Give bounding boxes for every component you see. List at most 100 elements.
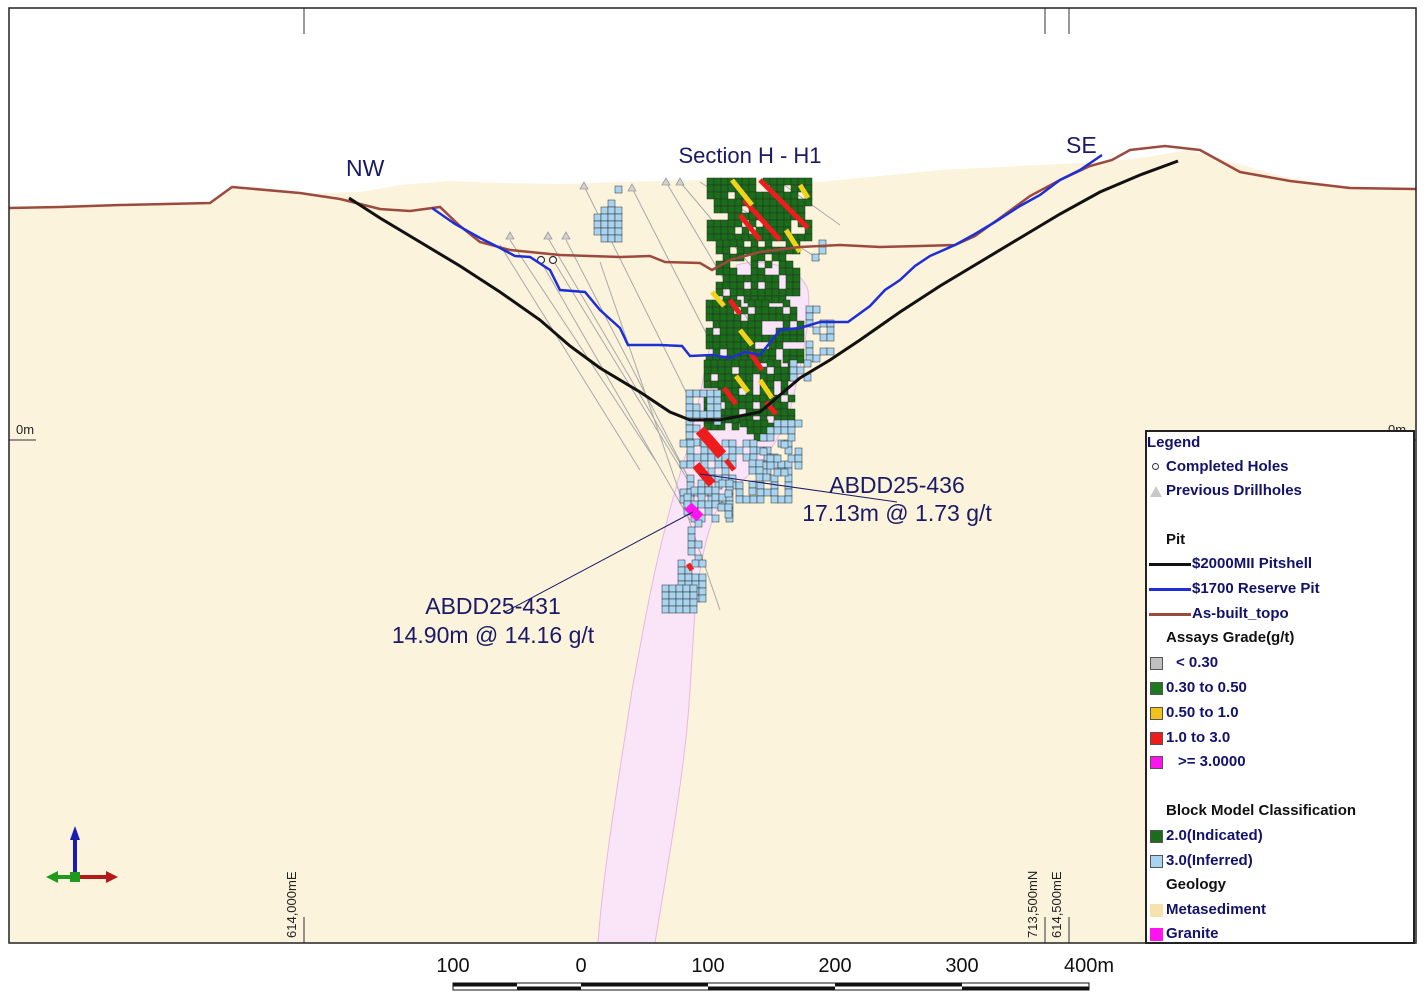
block-cell	[722, 239, 731, 248]
block-cell	[785, 288, 794, 297]
block-cell	[748, 184, 757, 193]
block-cell	[736, 246, 745, 255]
block-cell	[720, 219, 729, 228]
block-cell	[614, 213, 623, 222]
block-cell	[750, 288, 759, 297]
block-cell	[805, 347, 814, 356]
block-cell	[720, 177, 729, 186]
legend-grade-4-label: 1.0 to 3.0	[1166, 729, 1231, 746]
block-cell	[754, 327, 763, 336]
block-cell	[761, 299, 770, 308]
block-cell	[698, 573, 707, 582]
block-cell	[785, 260, 794, 269]
legend-pit-heading: Pit	[1166, 531, 1186, 548]
section-title: Section H - H1	[678, 143, 821, 168]
block-cell	[755, 198, 764, 207]
block-cell	[703, 380, 712, 389]
block-cell	[776, 226, 785, 235]
block-cell	[697, 493, 706, 502]
block-cell	[706, 403, 715, 412]
metasediment-swatch	[1150, 904, 1163, 917]
block-cell	[724, 359, 733, 368]
block-cell	[750, 281, 759, 290]
block-cell	[762, 473, 771, 482]
block-cell	[661, 605, 670, 614]
block-cell	[760, 419, 769, 428]
block-cell	[775, 313, 784, 322]
block-cell	[706, 184, 715, 193]
block-cell	[675, 584, 684, 593]
block-cell	[698, 594, 707, 603]
block-cell	[754, 313, 763, 322]
block-cell	[736, 239, 745, 248]
block-cell	[720, 205, 729, 214]
block-cell	[683, 493, 692, 502]
elevation-label-left: 0m	[16, 422, 34, 437]
block-cell	[812, 305, 821, 314]
legend-asbuilt-label: As-built_topo	[1192, 605, 1289, 622]
block-cell	[735, 446, 744, 455]
block-cell	[769, 198, 778, 207]
block-cell	[722, 267, 731, 276]
grade-1-swatch	[1150, 657, 1163, 670]
block-cell	[750, 267, 759, 276]
block-cell	[784, 446, 793, 455]
block-cell	[686, 446, 695, 455]
block-cell	[705, 306, 714, 315]
block-cell	[706, 219, 715, 228]
block-cell	[787, 433, 796, 442]
block-cell	[698, 587, 707, 596]
assay-intervals	[684, 178, 811, 572]
block-cell	[783, 212, 792, 221]
legend-grade-1-label: < 0.30	[1176, 654, 1219, 671]
legend-indicated: 2.0(Indicated)	[1147, 825, 1407, 847]
block-cell	[711, 493, 720, 502]
block-cell	[712, 341, 721, 350]
block-cell	[682, 598, 691, 607]
block-cell	[771, 253, 780, 262]
block-cell	[757, 267, 766, 276]
block-cell	[743, 246, 752, 255]
block-cell	[687, 540, 696, 549]
block-cell	[692, 424, 701, 433]
block-cell	[826, 347, 835, 356]
legend-reserve-pit-label: $1700 Reserve Pit	[1192, 580, 1320, 597]
block-cell	[792, 288, 801, 297]
block-cell	[736, 281, 745, 290]
block-cell	[784, 481, 793, 490]
block-cell	[755, 191, 764, 200]
block-cell	[748, 191, 757, 200]
block-cell	[741, 177, 750, 186]
block-cell	[743, 288, 752, 297]
block-cell	[773, 359, 782, 368]
block-cell	[789, 366, 798, 375]
block-cell	[693, 453, 702, 462]
block-cell	[705, 341, 714, 350]
block-cell	[769, 212, 778, 221]
block-cell	[687, 533, 696, 542]
block-cell	[796, 366, 805, 375]
block-cell	[805, 340, 814, 349]
block-cell	[706, 177, 715, 186]
block-cell	[777, 495, 786, 504]
block-cell	[780, 440, 789, 449]
block-cell	[778, 295, 787, 304]
block-cell	[729, 267, 738, 276]
block-cell	[764, 260, 773, 269]
block-cell	[614, 220, 623, 229]
block-cell	[773, 468, 782, 477]
block-cell	[734, 219, 743, 228]
block-cell	[776, 219, 785, 228]
block-cell	[706, 233, 715, 242]
block-cell	[687, 547, 696, 556]
block-cell	[796, 348, 805, 357]
map-content	[8, 8, 1417, 944]
block-cell	[600, 220, 609, 229]
block-cell	[692, 389, 701, 398]
block-cell	[614, 185, 623, 194]
block-cell	[769, 177, 778, 186]
block-cell	[719, 327, 728, 336]
block-cell	[766, 426, 775, 435]
block-cell	[714, 460, 723, 469]
block-cell	[789, 348, 798, 357]
